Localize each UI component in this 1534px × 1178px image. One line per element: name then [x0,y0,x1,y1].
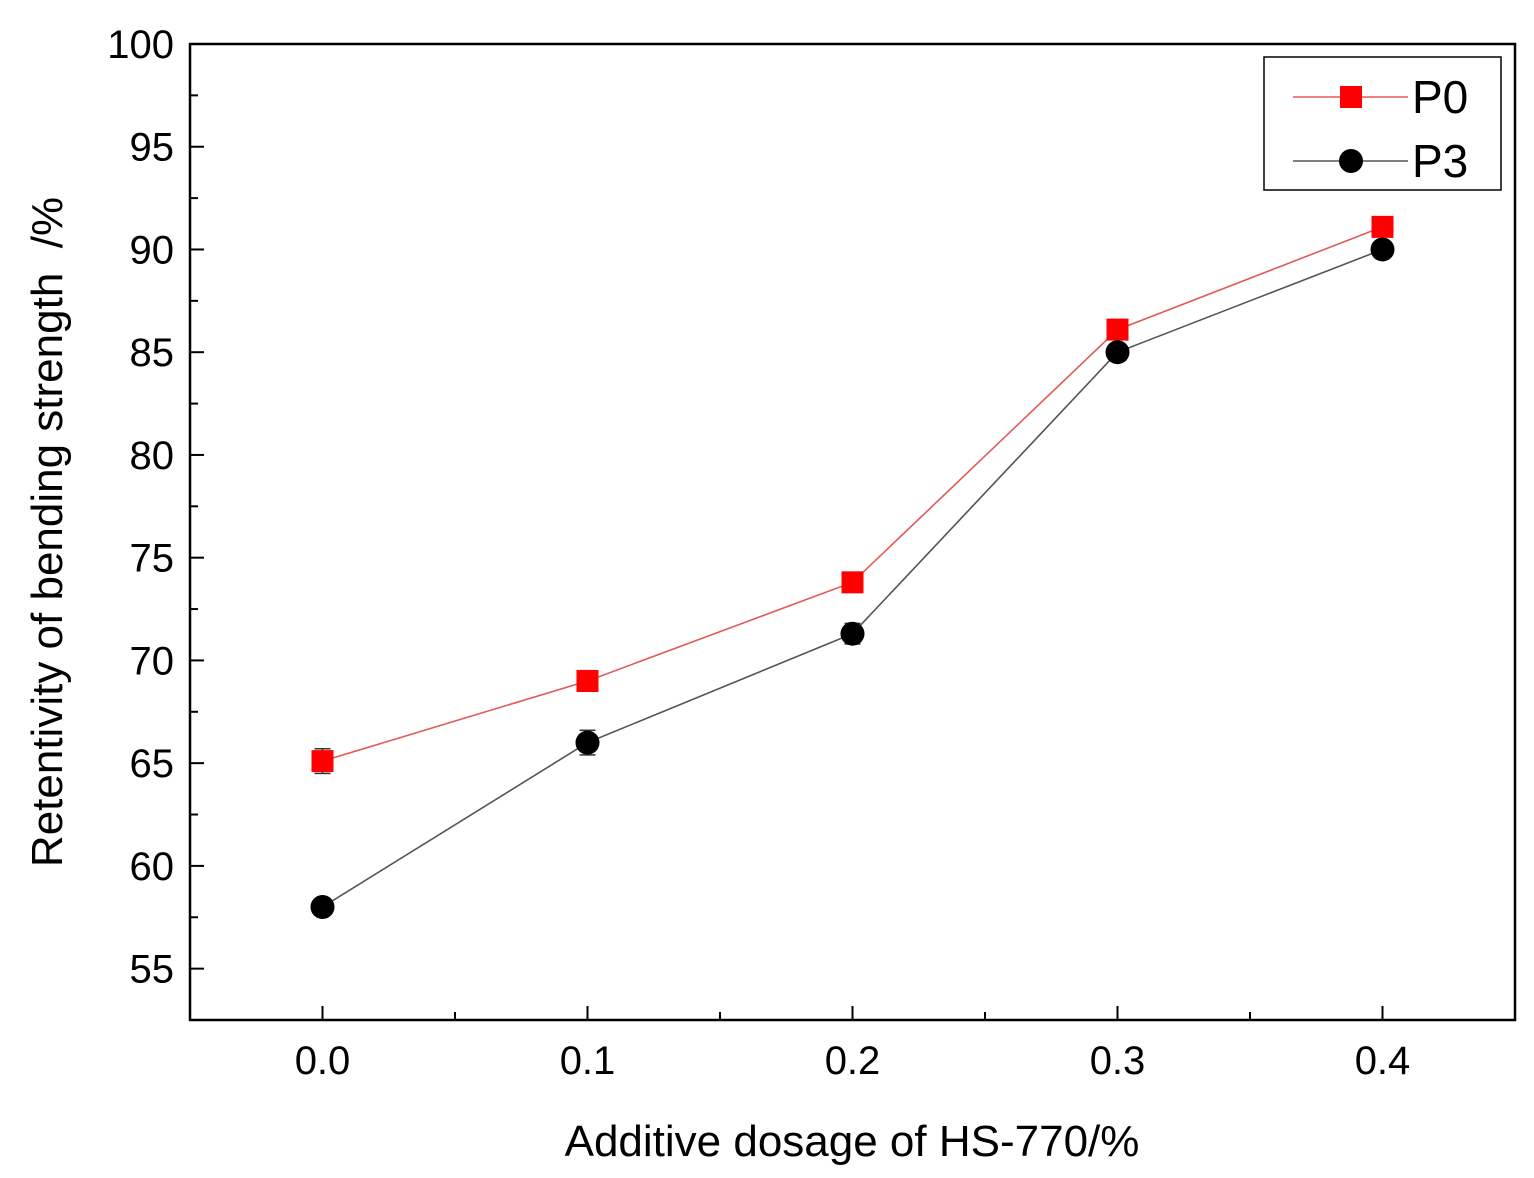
legend-entry-p0: P0 [1293,71,1468,123]
y-tick-label: 85 [130,331,175,375]
y-axis-label: Retentivity of bending strength /% [23,197,72,867]
legend-box [1263,56,1502,191]
legend-label-p3: P3 [1412,135,1468,187]
legend-marker-p3 [1339,149,1363,173]
data-point-p3 [1370,237,1395,262]
data-point-p3 [310,894,335,919]
data-point-p0 [841,571,864,594]
x-axis-label: Additive dosage of HS-770/% [565,1117,1140,1166]
x-axis: 0.0 0.1 0.2 0.3 0.4 [295,1006,1411,1083]
data-point-p0 [311,750,334,773]
y-tick-label: 65 [130,742,175,786]
y-tick-label: 90 [130,228,175,272]
y-tick-label: 60 [130,845,175,889]
data-point-p3 [575,730,600,755]
x-tick-label: 0.3 [1090,1039,1146,1083]
legend-entry-p3: P3 [1293,135,1468,187]
data-point-p0 [1371,215,1394,238]
y-tick-label: 100 [107,23,174,67]
x-tick-label: 0.0 [295,1039,351,1083]
y-tick-label: 95 [130,126,175,170]
series-line-p0 [322,226,1383,762]
x-tick-label: 0.1 [560,1039,616,1083]
x-tick-label: 0.4 [1355,1039,1411,1083]
legend-label-p0: P0 [1412,71,1468,123]
legend: P0 P3 [1263,56,1502,191]
y-tick-label: 75 [130,537,175,581]
legend-marker-p0 [1340,86,1362,108]
data-point-p3 [840,621,865,646]
data-point-p3 [1105,340,1130,365]
data-point-p0 [576,669,599,692]
y-tick-label: 80 [130,434,175,478]
y-axis: 55 60 65 70 75 80 85 90 95 100 [107,23,204,992]
y-tick-label: 55 [130,948,175,992]
x-tick-label: 0.2 [825,1039,881,1083]
y-tick-label: 70 [130,639,175,683]
data-point-p0 [1106,318,1129,341]
series-layer [310,215,1395,919]
